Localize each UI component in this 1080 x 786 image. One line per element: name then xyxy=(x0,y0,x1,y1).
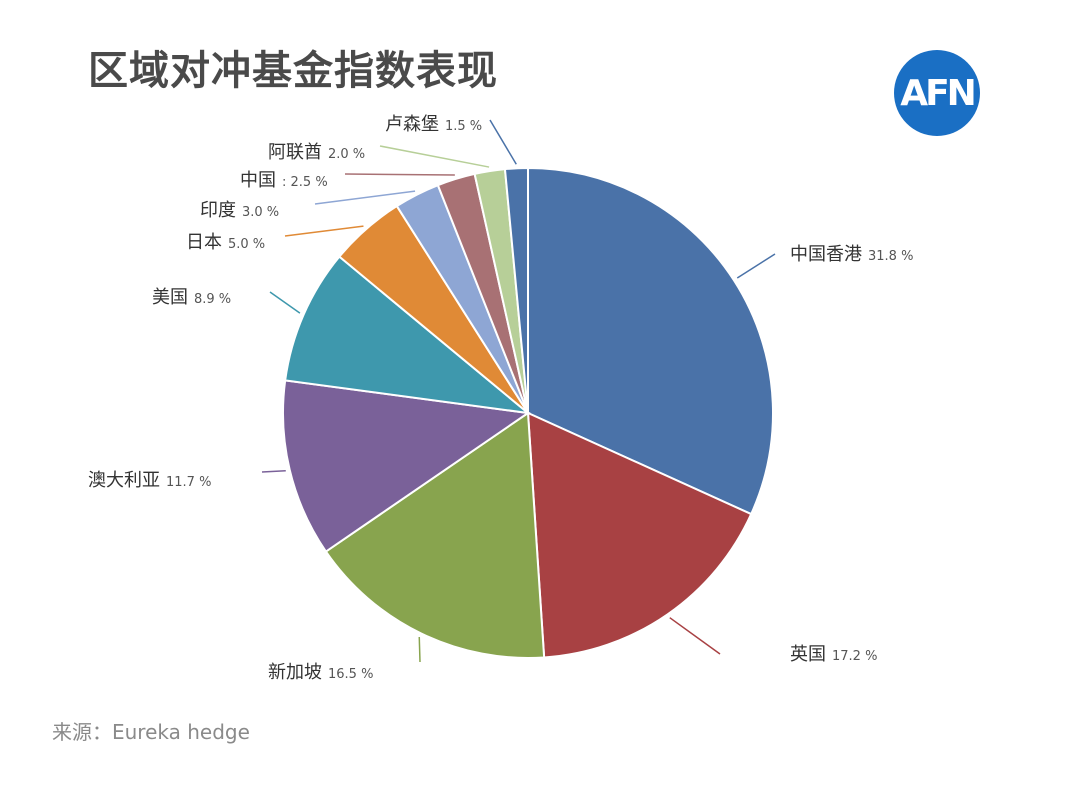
slice-category-6: 日本 xyxy=(186,232,222,253)
slice-label-8: 中国 : 2.5 % xyxy=(240,170,328,191)
slice-value-2: 17.2 % xyxy=(832,649,877,664)
slice-value-4: 11.7 % xyxy=(166,475,211,490)
slice-label-7: 印度 3.0 % xyxy=(200,200,279,221)
slice-value-5: 8.9 % xyxy=(194,292,231,307)
pie-slice-1 xyxy=(527,166,774,516)
slice-category-2: 英国 xyxy=(790,644,826,665)
chart-title: 区域对冲基金指数表现 xyxy=(88,48,498,94)
slice-category-4: 澳大利亚 xyxy=(88,470,160,491)
slice-label-1: 中国香港 31.8 % xyxy=(790,244,913,265)
leader-line-10 xyxy=(489,119,517,165)
slice-label-4: 澳大利亚 11.7 % xyxy=(88,470,211,491)
slice-category-9: 阿联酋 xyxy=(268,142,322,163)
source-note: 来源：Eureka hedge xyxy=(52,720,250,744)
slice-value-10: 1.5 % xyxy=(445,119,482,134)
slice-value-1: 31.8 % xyxy=(868,249,913,264)
slice-value-8: : 2.5 % xyxy=(282,175,328,190)
leader-line-1 xyxy=(736,253,776,279)
slice-label-6: 日本 5.0 % xyxy=(186,232,265,253)
leader-line-4 xyxy=(261,469,286,473)
slice-category-8: 中国 xyxy=(240,170,276,191)
leader-line-6 xyxy=(284,225,364,237)
slice-value-9: 2.0 % xyxy=(328,147,365,162)
slice-category-7: 印度 xyxy=(200,200,236,221)
pie-slice-10 xyxy=(503,166,529,414)
slice-value-3: 16.5 % xyxy=(328,667,373,682)
pie-slice-3 xyxy=(324,411,546,659)
slice-label-10: 卢森堡 1.5 % xyxy=(385,114,482,135)
slice-category-3: 新加坡 xyxy=(268,662,322,683)
slice-category-5: 美国 xyxy=(152,287,188,308)
slice-category-10: 卢森堡 xyxy=(385,114,439,135)
leader-line-9 xyxy=(379,145,490,168)
leader-line-2 xyxy=(669,617,721,655)
leader-line-5 xyxy=(269,291,301,314)
pie-slice-5 xyxy=(284,255,532,415)
pie-slice-4 xyxy=(282,379,531,553)
slice-label-9: 阿联酋 2.0 % xyxy=(268,142,365,163)
slice-label-3: 新加坡 16.5 % xyxy=(268,662,373,683)
slice-category-1: 中国香港 xyxy=(790,244,862,265)
pie-slice-2 xyxy=(526,411,753,659)
slice-label-2: 英国 17.2 % xyxy=(790,644,877,665)
slice-value-7: 3.0 % xyxy=(242,205,279,220)
leader-line-3 xyxy=(418,636,421,663)
slice-label-5: 美国 8.9 % xyxy=(152,287,231,308)
leader-line-8 xyxy=(344,173,455,176)
slice-value-6: 5.0 % xyxy=(228,237,265,252)
leader-line-7 xyxy=(314,190,416,205)
afn-logo: AFN xyxy=(894,50,980,136)
